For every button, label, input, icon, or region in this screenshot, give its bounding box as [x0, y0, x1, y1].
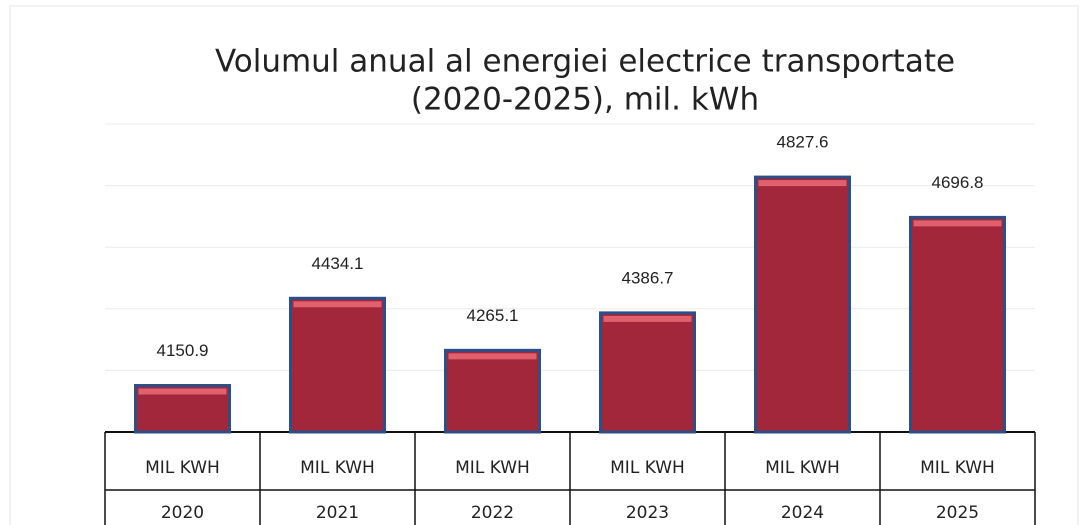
bar-highlight [758, 180, 847, 187]
legend-label: MIL KWH [765, 458, 840, 478]
bar [289, 296, 386, 434]
x-tick-label: 2023 [626, 503, 669, 523]
bar [909, 215, 1006, 434]
chart-title: Volumul anual al energiei electrice tran… [215, 44, 955, 80]
bar-highlight [448, 353, 537, 360]
bar-highlight [293, 301, 382, 308]
bar-highlight [913, 220, 1002, 227]
x-tick-label: 2025 [936, 503, 979, 523]
legend-label: MIL KWH [610, 458, 685, 478]
x-tick-label: 2024 [781, 503, 824, 523]
bar [444, 348, 541, 434]
value-label: 4827.6 [777, 133, 829, 152]
value-label: 4696.8 [932, 173, 984, 192]
chart-frame [9, 5, 1079, 525]
bar [599, 311, 696, 434]
value-label: 4150.9 [157, 341, 209, 360]
value-label: 4386.7 [622, 268, 674, 287]
bar [754, 175, 851, 434]
x-tick-label: 2021 [316, 503, 359, 523]
legend-label: MIL KWH [145, 458, 220, 478]
value-label: 4265.1 [467, 306, 519, 325]
x-tick-label: 2020 [161, 503, 204, 523]
legend-label: MIL KWH [455, 458, 530, 478]
legend-label: MIL KWH [920, 458, 995, 478]
x-tick-label: 2022 [471, 503, 514, 523]
bar-highlight [603, 315, 692, 322]
chart-title: (2020-2025), mil. kWh [411, 82, 759, 118]
legend-label: MIL KWH [300, 458, 375, 478]
bar-highlight [138, 388, 227, 395]
value-label: 4434.1 [312, 254, 364, 273]
